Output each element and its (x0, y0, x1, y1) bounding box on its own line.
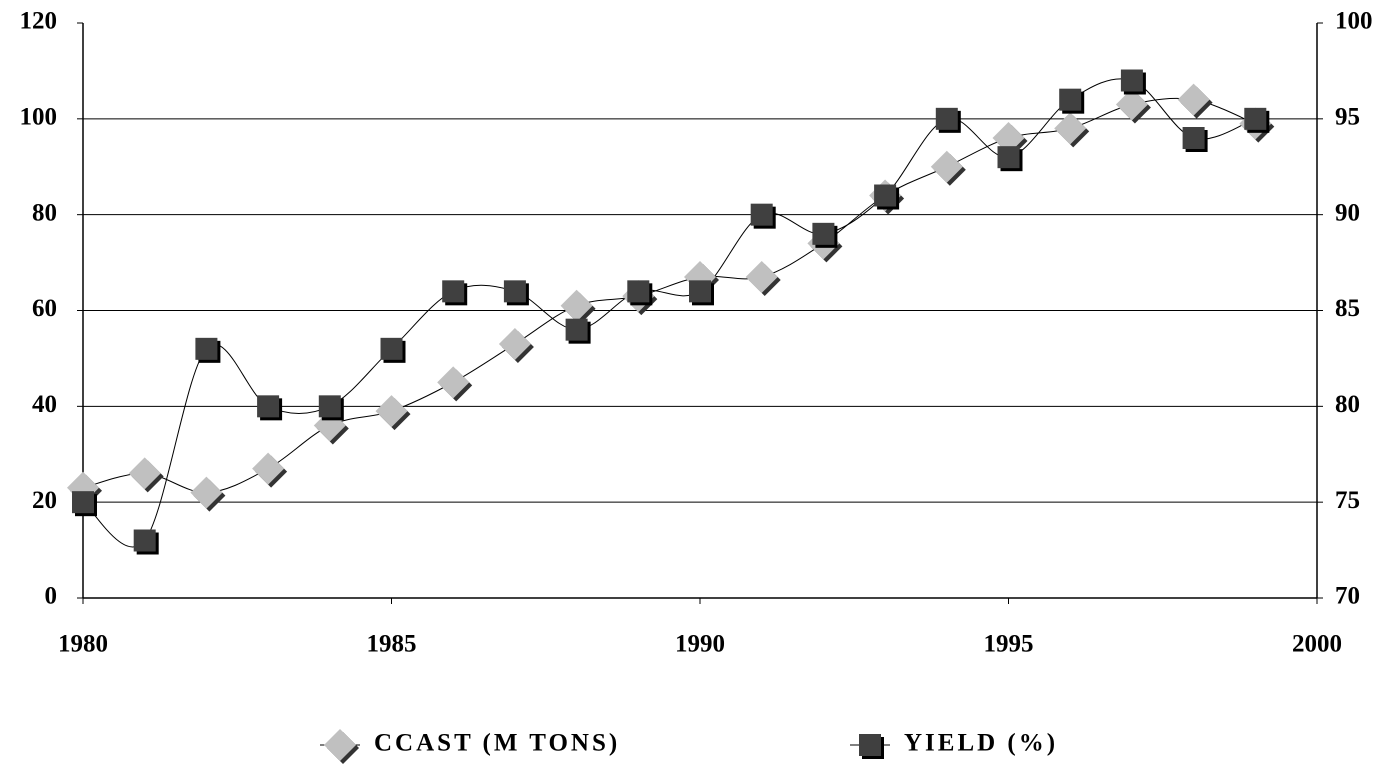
data-point (498, 328, 531, 361)
data-point (442, 280, 465, 303)
x-tick-label: 1990 (675, 631, 725, 658)
data-point (689, 280, 711, 303)
data-point (1120, 69, 1143, 92)
legend-label: YIELD (%) (904, 730, 1058, 757)
data-point (257, 395, 280, 418)
data-point (935, 107, 958, 130)
data-point (195, 337, 218, 360)
y-tick-label: 40 (32, 391, 57, 418)
data-point (437, 366, 470, 399)
legend-label: CCAST (M TONS) (374, 730, 620, 757)
data-point (133, 529, 156, 552)
legend-marker (859, 734, 881, 756)
data-point (128, 457, 161, 490)
x-tick-label: 2000 (1292, 631, 1342, 658)
y2-tick-label: 85 (1335, 295, 1360, 322)
data-point (627, 280, 650, 303)
y-tick-label: 20 (32, 487, 57, 514)
x-tick-label: 1980 (58, 631, 108, 658)
y2-tick-label: 100 (1335, 8, 1373, 35)
data-point (560, 289, 593, 322)
y-tick-label: 120 (20, 8, 58, 35)
data-point (565, 318, 588, 341)
y-tick-label: 0 (45, 583, 58, 610)
data-point (318, 395, 341, 418)
data-point (874, 184, 897, 207)
data-point (72, 491, 94, 514)
y2-tick-label: 95 (1335, 104, 1360, 131)
data-point (190, 476, 223, 509)
data-point (997, 146, 1020, 169)
data-point (745, 260, 778, 293)
data-point (1182, 127, 1205, 149)
data-point (1059, 88, 1082, 111)
data-point (503, 280, 526, 303)
data-point (930, 150, 963, 183)
y-tick-label: 80 (32, 199, 57, 226)
data-point (1177, 83, 1210, 116)
y2-tick-label: 70 (1335, 583, 1360, 610)
y2-tick-label: 90 (1335, 199, 1360, 226)
data-point (1115, 88, 1148, 121)
data-point (375, 395, 408, 428)
x-tick-label: 1985 (367, 631, 417, 658)
y-tick-label: 100 (20, 104, 58, 131)
legend-marker (324, 729, 356, 761)
x-tick-label: 1995 (984, 631, 1034, 658)
data-point (380, 337, 403, 360)
series-line (82, 78, 1256, 548)
data-point (1054, 112, 1087, 145)
y2-tick-label: 75 (1335, 487, 1360, 514)
series-line (82, 97, 1256, 494)
data-point (992, 122, 1025, 154)
data-point (252, 452, 285, 485)
data-point (812, 222, 835, 245)
y-tick-label: 60 (32, 295, 57, 322)
y2-tick-label: 80 (1335, 391, 1360, 418)
data-point (750, 203, 773, 226)
data-point (1244, 107, 1267, 130)
